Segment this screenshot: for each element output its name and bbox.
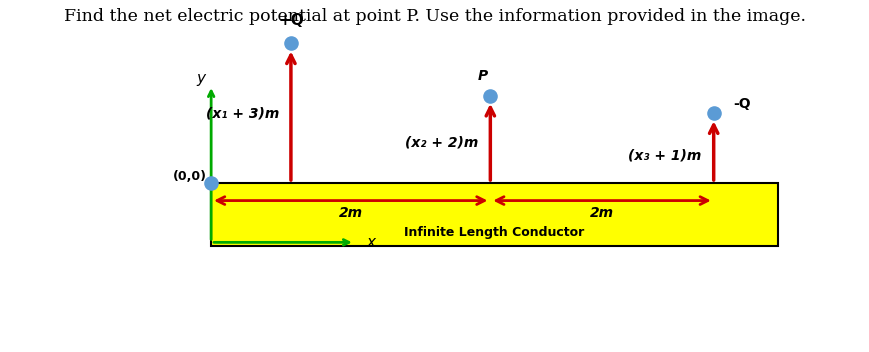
Text: y: y — [196, 71, 205, 86]
Text: 2m: 2m — [590, 206, 614, 220]
Point — [284, 40, 298, 46]
Point — [706, 110, 720, 116]
Text: (x₂ + 2)m: (x₂ + 2)m — [405, 136, 478, 150]
Text: (x₁ + 3)m: (x₁ + 3)m — [206, 106, 279, 120]
Bar — [211, 183, 778, 246]
Point — [204, 180, 218, 186]
Text: +Q: +Q — [278, 13, 304, 27]
Text: Find the net electric potential at point P. Use the information provided in the : Find the net electric potential at point… — [63, 8, 806, 25]
Text: (0,0): (0,0) — [173, 170, 207, 182]
Text: x: x — [366, 235, 375, 250]
Text: -Q: -Q — [733, 98, 752, 112]
Text: 2m: 2m — [339, 206, 362, 220]
Text: P: P — [477, 69, 488, 83]
Point — [483, 93, 497, 99]
Text: (x₃ + 1)m: (x₃ + 1)m — [628, 148, 702, 162]
Text: Infinite Length Conductor: Infinite Length Conductor — [404, 226, 585, 239]
